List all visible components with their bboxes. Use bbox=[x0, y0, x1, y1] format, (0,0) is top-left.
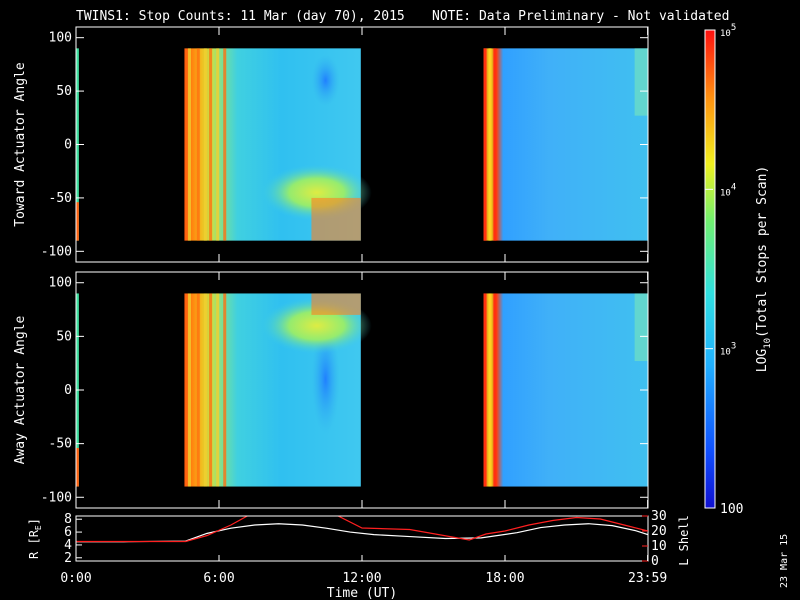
scan-stripe bbox=[488, 48, 492, 241]
date-stamp: 23 Mar 15 bbox=[779, 534, 790, 588]
orbit-frame bbox=[75, 515, 649, 562]
x-tick-label: 0:00 bbox=[60, 571, 91, 586]
y-tick-label: -100 bbox=[41, 244, 72, 259]
series-line-L bbox=[76, 516, 648, 543]
x-tick-label: 18:00 bbox=[485, 571, 524, 586]
y-axis-label: Away Actuator Angle bbox=[13, 315, 28, 464]
y-axis-label: Toward Actuator Angle bbox=[13, 62, 28, 227]
time-axis: 0:00 6:00 12:00 18:00 23:59 Time (UT) bbox=[60, 571, 667, 600]
x-tick-label: 12:00 bbox=[342, 571, 381, 586]
scan-stripe bbox=[203, 48, 207, 241]
x-tick-label: 6:00 bbox=[203, 571, 234, 586]
x-axis-label: Time (UT) bbox=[327, 586, 397, 600]
y-tick-label: -100 bbox=[41, 490, 72, 505]
y-tick-label: 2 bbox=[64, 551, 72, 566]
scan-stripe bbox=[483, 293, 487, 487]
y-tick-label: 4 bbox=[64, 538, 72, 553]
data-block bbox=[483, 293, 648, 487]
y-tick-label-right: 0 bbox=[651, 554, 659, 569]
y-tick-label: -50 bbox=[49, 191, 72, 206]
y-tick-label: 100 bbox=[49, 276, 72, 291]
scan-stripe bbox=[209, 48, 213, 241]
y-tick-label-right: 10 bbox=[651, 539, 667, 554]
y-tick-label-right: 30 bbox=[651, 509, 667, 524]
colorbar-label: LOG10(Total Stops per Scan) bbox=[755, 166, 773, 373]
scan-stripe bbox=[223, 293, 227, 487]
data-block bbox=[483, 48, 648, 241]
scan-stripe bbox=[196, 293, 200, 487]
scan-stripe bbox=[488, 293, 492, 487]
scan-stripe bbox=[196, 48, 200, 241]
colorbar-scale bbox=[704, 29, 716, 509]
colorbar-tick-label: 105 bbox=[720, 23, 736, 39]
count-feature bbox=[311, 54, 340, 107]
scan-stripe bbox=[203, 293, 207, 487]
scan-stripe bbox=[216, 48, 220, 241]
toward-panel: 100 50 0 -50 -100 Toward Actuator Angle bbox=[13, 26, 649, 263]
y-tick-label-right: 20 bbox=[651, 524, 667, 539]
scan-stripe bbox=[483, 48, 487, 241]
y-tick-label: 50 bbox=[56, 329, 72, 344]
chart-title: TWINS1: Stop Counts: 11 Mar (day 70), 20… bbox=[76, 9, 405, 24]
colorbar-tick-label: 104 bbox=[720, 182, 736, 198]
orbit-right-label: L Shell bbox=[677, 515, 691, 566]
colorbar-tick-label: 103 bbox=[720, 342, 736, 358]
colorbar-tick-label: 100 bbox=[720, 502, 743, 517]
scan-stripe bbox=[216, 293, 220, 487]
y-tick-label: 6 bbox=[64, 525, 72, 540]
scan-stripe bbox=[209, 293, 213, 487]
colorbar: 105 104 103 100 bbox=[704, 23, 743, 517]
count-feature bbox=[634, 293, 648, 362]
y-tick-label: 50 bbox=[56, 84, 72, 99]
scan-stripe bbox=[187, 293, 191, 487]
scan-stripe bbox=[493, 293, 497, 487]
y-tick-label: 0 bbox=[64, 383, 72, 398]
orbit-left-label: R [RE] bbox=[27, 518, 43, 559]
chart-note: NOTE: Data Preliminary - Not validated bbox=[432, 9, 729, 24]
count-feature bbox=[311, 197, 361, 241]
series-line-R bbox=[76, 523, 648, 543]
y-tick-label: 8 bbox=[64, 512, 72, 527]
scan-stripe bbox=[493, 48, 497, 241]
count-feature bbox=[634, 48, 648, 116]
count-feature bbox=[311, 293, 361, 315]
y-tick-label: 100 bbox=[49, 31, 72, 46]
scan-stripe bbox=[223, 48, 227, 241]
count-feature bbox=[76, 202, 79, 241]
away-panel: 100 50 0 -50 -100 Away Actuator Angle bbox=[13, 271, 649, 509]
y-tick-label: 0 bbox=[64, 138, 72, 153]
x-tick-label: 23:59 bbox=[628, 571, 667, 586]
scan-stripe bbox=[187, 48, 191, 241]
count-feature bbox=[76, 447, 79, 487]
y-tick-label: -50 bbox=[49, 437, 72, 452]
